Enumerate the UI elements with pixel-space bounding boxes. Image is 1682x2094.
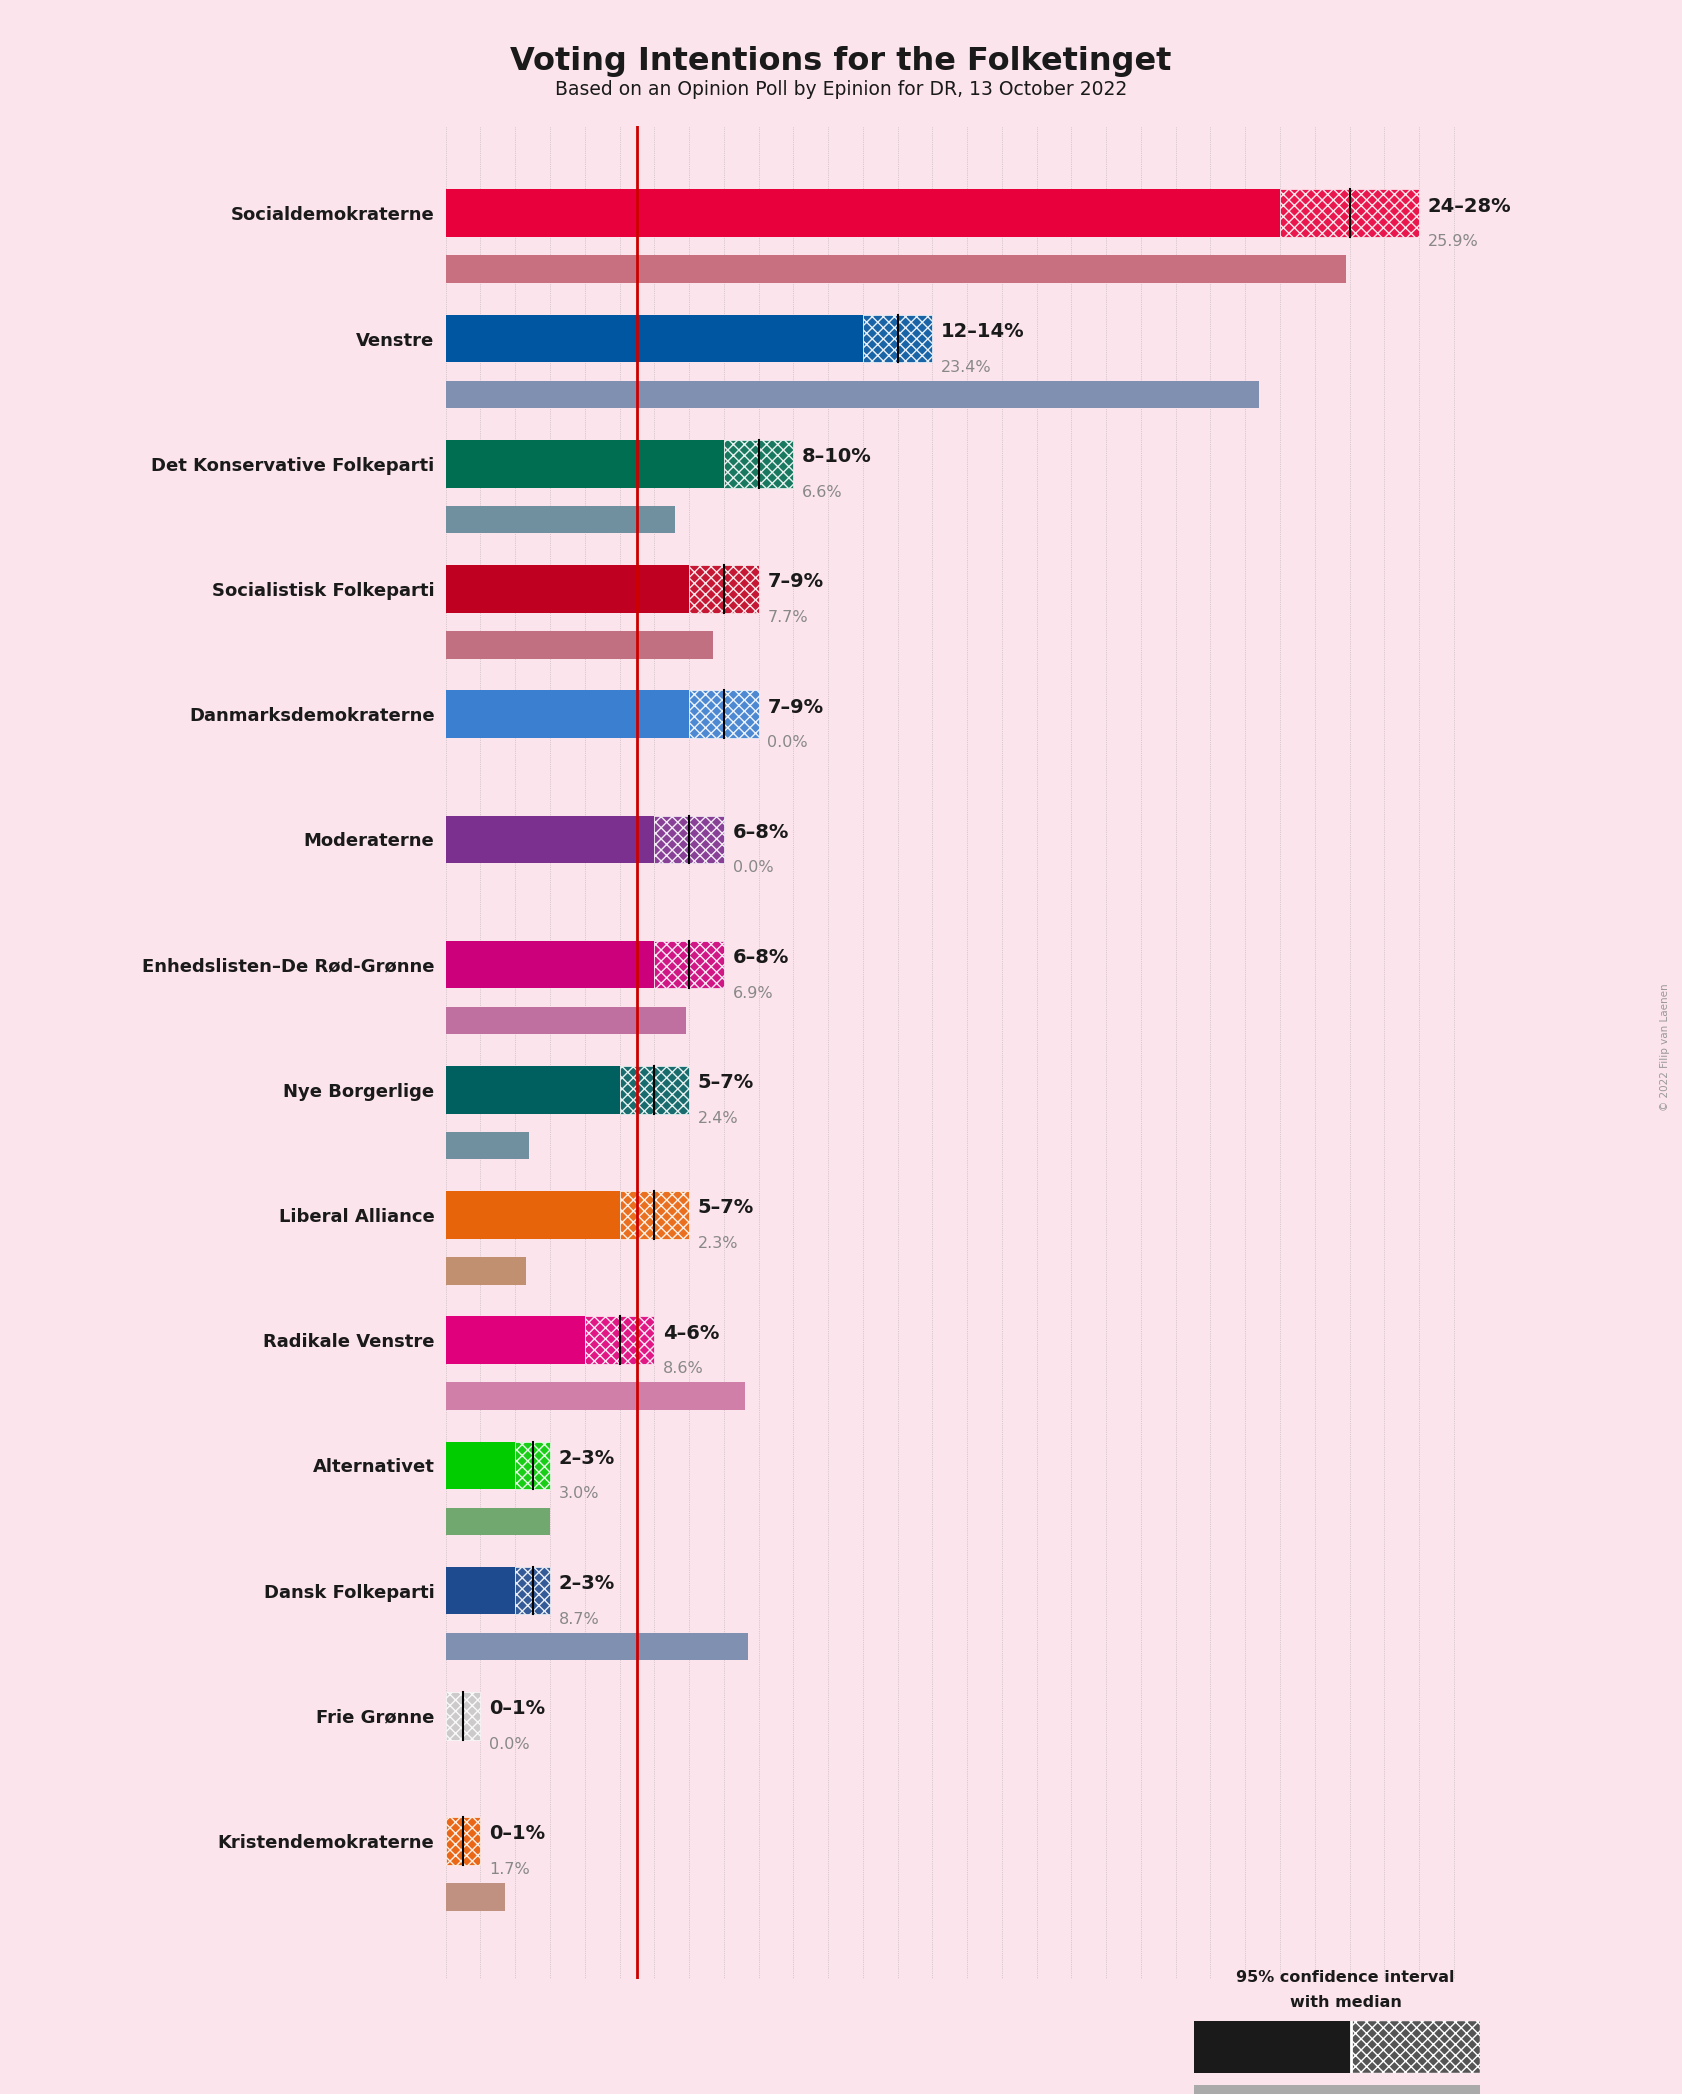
- Text: 7–9%: 7–9%: [767, 697, 824, 716]
- Text: 6–8%: 6–8%: [732, 823, 789, 842]
- Text: © 2022 Filip van Laenen: © 2022 Filip van Laenen: [1660, 984, 1670, 1110]
- Bar: [863, 314, 932, 362]
- Bar: [446, 1508, 550, 1535]
- Bar: [723, 440, 794, 488]
- Bar: [585, 1317, 654, 1363]
- Text: 5–7%: 5–7%: [698, 1198, 754, 1217]
- Bar: [446, 188, 1280, 237]
- Text: Voting Intentions for the Folketinget: Voting Intentions for the Folketinget: [510, 46, 1172, 77]
- Text: 6.6%: 6.6%: [802, 486, 843, 500]
- Bar: [446, 507, 674, 534]
- Text: 2–3%: 2–3%: [558, 1575, 616, 1594]
- Text: 2.4%: 2.4%: [698, 1110, 738, 1127]
- Bar: [1194, 2021, 1352, 2073]
- Bar: [446, 381, 1260, 408]
- Bar: [446, 1633, 748, 1661]
- Text: 4–6%: 4–6%: [663, 1323, 720, 1342]
- Text: 8–10%: 8–10%: [802, 448, 871, 467]
- Bar: [446, 815, 654, 863]
- Bar: [446, 1382, 745, 1409]
- Bar: [654, 815, 723, 863]
- Text: 6–8%: 6–8%: [732, 949, 789, 967]
- Bar: [619, 1066, 690, 1114]
- Bar: [446, 1692, 481, 1740]
- Bar: [446, 630, 713, 658]
- Bar: [515, 1566, 550, 1614]
- Text: 24–28%: 24–28%: [1428, 197, 1512, 216]
- Bar: [690, 565, 759, 614]
- Text: 2–3%: 2–3%: [558, 1449, 616, 1468]
- Text: 6.9%: 6.9%: [732, 986, 774, 1001]
- Text: 0.0%: 0.0%: [732, 861, 774, 875]
- Text: with median: with median: [1290, 1996, 1401, 2010]
- Text: 0–1%: 0–1%: [489, 1698, 545, 1719]
- Bar: [654, 940, 723, 988]
- Text: 25.9%: 25.9%: [1428, 235, 1478, 249]
- Bar: [1352, 2021, 1480, 2073]
- Bar: [446, 1818, 481, 1866]
- Bar: [446, 1566, 515, 1614]
- Bar: [446, 565, 690, 614]
- Text: 12–14%: 12–14%: [940, 322, 1024, 341]
- Text: 8.6%: 8.6%: [663, 1361, 703, 1376]
- Text: 0.0%: 0.0%: [489, 1736, 530, 1753]
- Bar: [446, 255, 1346, 283]
- Text: 2.3%: 2.3%: [698, 1235, 738, 1250]
- Text: Based on an Opinion Poll by Epinion for DR, 13 October 2022: Based on an Opinion Poll by Epinion for …: [555, 80, 1127, 98]
- Text: 23.4%: 23.4%: [940, 360, 992, 375]
- Text: 0.0%: 0.0%: [767, 735, 807, 750]
- Bar: [515, 1441, 550, 1489]
- Text: 95% confidence interval: 95% confidence interval: [1236, 1970, 1455, 1985]
- Text: 3.0%: 3.0%: [558, 1487, 599, 1501]
- Bar: [690, 691, 759, 737]
- Bar: [446, 691, 690, 737]
- Bar: [446, 940, 654, 988]
- Bar: [446, 440, 723, 488]
- Text: 1.7%: 1.7%: [489, 1862, 530, 1876]
- Text: 7.7%: 7.7%: [767, 609, 807, 624]
- Text: 0–1%: 0–1%: [489, 1824, 545, 1843]
- Bar: [1280, 188, 1420, 237]
- Bar: [446, 1066, 619, 1114]
- Bar: [446, 1256, 526, 1284]
- Bar: [446, 1441, 515, 1489]
- Bar: [446, 1883, 505, 1910]
- Bar: [619, 1191, 690, 1240]
- Text: 8.7%: 8.7%: [558, 1612, 599, 1627]
- Bar: [446, 1191, 619, 1240]
- Bar: [446, 1133, 530, 1160]
- Bar: [446, 1317, 585, 1363]
- Text: 7–9%: 7–9%: [767, 572, 824, 591]
- Bar: [446, 314, 863, 362]
- Bar: [446, 1007, 686, 1034]
- Text: 5–7%: 5–7%: [698, 1072, 754, 1093]
